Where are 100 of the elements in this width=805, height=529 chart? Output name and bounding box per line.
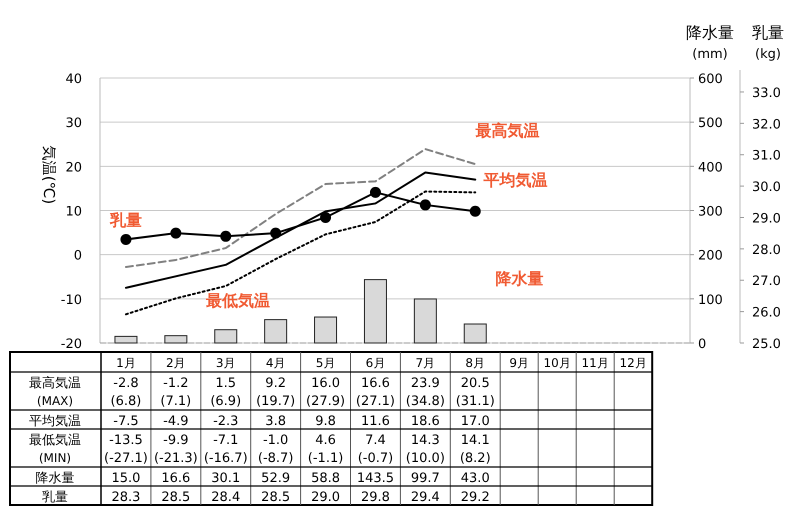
y3-tick-label: 29.0 (752, 211, 781, 226)
y2-axis-title: 降水量 (mm) (686, 23, 734, 62)
data-label: 16.6 (161, 471, 190, 486)
y3-tick-label: 26.0 (752, 306, 781, 321)
data-label: 15.0 (111, 471, 140, 486)
data-label: 16.6 (27.1) (356, 376, 395, 409)
y3-tick-label: 25.0 (752, 337, 781, 352)
y3-tick-label: 28.0 (752, 242, 781, 258)
data-label: 1.5 (6.9) (210, 376, 242, 409)
text: 乳量 (42, 490, 68, 505)
text: 平均気温 (29, 414, 81, 429)
y2-tick-label: 200 (698, 248, 723, 264)
point (270, 228, 282, 239)
series-label: 乳量 (108, 210, 142, 230)
data-label: 17.0 (460, 414, 490, 429)
text: 最低気温 (29, 433, 81, 448)
y-tick-label: 40 (65, 72, 82, 87)
y2-tick-label: 500 (698, 116, 723, 132)
y-tick-label: 20 (65, 160, 82, 176)
x-tick-label: 8月 (465, 356, 486, 370)
data-label: 29.4 (410, 490, 440, 505)
data-label: 20.5 (31.1) (456, 376, 495, 409)
data-label: -9.9 (-21.3) (154, 433, 198, 466)
y3-tick-label: 27.0 (752, 274, 781, 290)
bar (264, 319, 288, 344)
x-tick-label: 11月 (582, 356, 609, 370)
y3-tick-label: 31.0 (752, 148, 781, 164)
data-label: 28.3 (111, 490, 140, 505)
data-label: 7.4 (-0.7) (358, 433, 394, 466)
data-label: 29.8 (360, 490, 390, 505)
bar (464, 324, 487, 344)
point (320, 212, 332, 223)
bar (164, 335, 188, 344)
bar (114, 336, 138, 344)
point (370, 186, 381, 198)
data-label: 18.6 (410, 414, 440, 429)
point (470, 206, 481, 217)
point (420, 199, 431, 210)
y-axis-title: 気温(℃) (40, 146, 58, 204)
x-tick-label: 7月 (416, 356, 436, 370)
y2-tick-label: 0 (698, 337, 706, 352)
bar (314, 316, 338, 344)
x-tick-label: 10月 (544, 356, 571, 370)
data-label: 52.9 (261, 471, 290, 486)
y-tick-label: 0 (74, 248, 82, 264)
data-label: 28.5 (261, 490, 290, 505)
x-tick-label: 9月 (509, 356, 530, 370)
data-label: -1.0 (-8.7) (258, 433, 294, 466)
x-tick-label: 12月 (620, 356, 647, 370)
series-label: 最低気温 (204, 291, 270, 310)
data-label: 9.8 (315, 414, 336, 429)
bar (214, 329, 238, 344)
series-label: 平均気温 (482, 170, 548, 190)
y-tick-label: -20 (60, 337, 82, 352)
text: 降水量 (36, 471, 74, 486)
text: (MIN) (38, 451, 72, 465)
data-label: -7.1 (-16.7) (204, 433, 248, 466)
y-tick-label: 10 (65, 204, 82, 220)
text: 降水量 (495, 269, 544, 288)
data-label: 30.1 (211, 471, 240, 486)
y-tick-label: 30 (65, 116, 82, 132)
y2-tick-label: 600 (698, 72, 723, 87)
y3-tick-label: 30.0 (752, 180, 781, 196)
data-label: 43.0 (460, 471, 490, 486)
y2-tick-label: 400 (698, 160, 723, 176)
data-label: -4.9 (163, 414, 189, 429)
x-tick-label: 2月 (166, 356, 186, 370)
point (220, 230, 232, 242)
bar (364, 279, 387, 344)
y-tick-label: -10 (60, 292, 82, 308)
series-label: 最高気温 (474, 121, 540, 140)
y2-tick-label: 300 (698, 204, 723, 220)
point (170, 228, 182, 239)
data-label: 4.6 (-1.1) (308, 433, 344, 466)
data-label: 58.8 (311, 471, 340, 486)
x-tick-label: 3月 (216, 356, 236, 370)
data-label: -1.2 (7.1) (160, 376, 192, 409)
data-label: 29.2 (460, 490, 490, 505)
data-label: 29.0 (311, 490, 340, 505)
y3-tick-label: 32.0 (752, 117, 781, 132)
x-tick-label: 5月 (316, 356, 336, 370)
bar (414, 298, 437, 344)
x-tick-label: 4月 (266, 356, 286, 370)
y2-tick-label: 100 (698, 292, 723, 308)
data-label: 99.7 (410, 471, 440, 486)
data-label: 14.3 (10.0) (406, 433, 445, 466)
y3-axis-title: 乳量 (kg) (752, 23, 784, 62)
data-label: -2.3 (213, 414, 238, 429)
data-label: -2.8 (6.8) (110, 376, 142, 409)
data-label: 14.1 (8.2) (460, 433, 491, 466)
text: 最高気温 (29, 376, 81, 391)
data-label: 143.5 (356, 471, 394, 486)
data-label: -13.5 (-27.1) (104, 433, 148, 466)
y3-tick-label: 33.0 (752, 86, 781, 101)
data-label: 28.4 (211, 490, 240, 505)
text: (MAX) (36, 394, 74, 408)
x-tick-label: 6月 (366, 356, 386, 370)
data-label: 28.5 (161, 490, 190, 505)
data-label: 11.6 (360, 414, 390, 429)
data-label: 23.9 (34.8) (406, 376, 445, 409)
